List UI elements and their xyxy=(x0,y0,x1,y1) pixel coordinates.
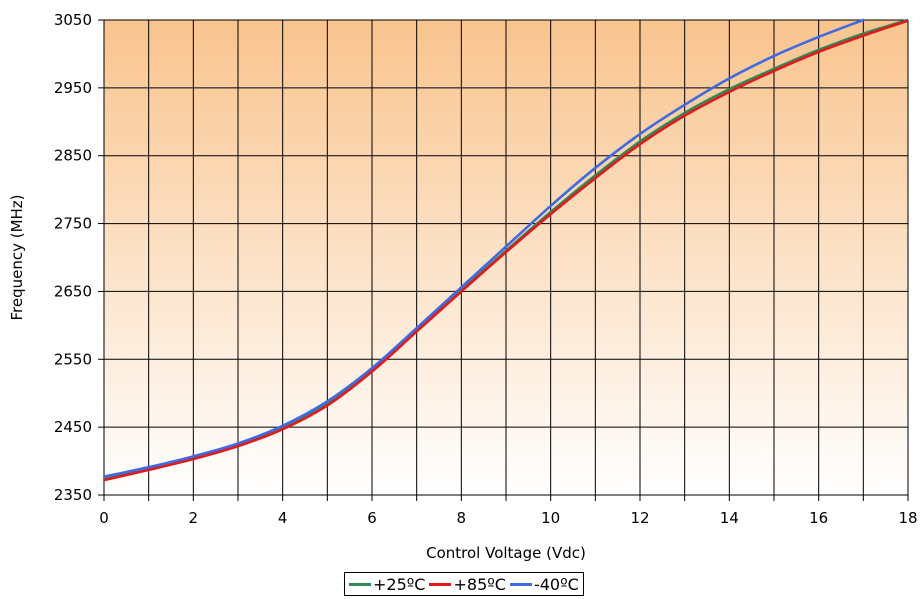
legend-swatch-25c xyxy=(349,582,371,586)
y-axis-title: Frequency (MHz) xyxy=(8,194,26,320)
tick-labels: 0 2 4 6 8 10 12 14 16 18 2350 2450 2550 2650 2750 2850 2… xyxy=(54,11,918,527)
y-tick-label: 2350 xyxy=(54,486,92,504)
y-tick-label: 2550 xyxy=(54,350,92,368)
legend-label-85c: +85ºC xyxy=(453,574,506,594)
y-tick-label: 2450 xyxy=(54,418,92,436)
x-tick-label: 2 xyxy=(189,509,199,527)
x-tick-label: 12 xyxy=(630,509,649,527)
legend-item-25c: +25ºC xyxy=(349,575,425,594)
series-lines xyxy=(104,18,908,482)
x-tick-label: 8 xyxy=(457,509,467,527)
y-tick-label: 3050 xyxy=(54,11,92,29)
x-tick-label: 10 xyxy=(541,509,560,527)
legend-item-minus40c: -40ºC xyxy=(509,574,579,594)
x-tick-label: 18 xyxy=(898,509,917,527)
grid-lines xyxy=(98,19,909,501)
y-tick-label: 2650 xyxy=(54,282,92,300)
x-tick-label: 4 xyxy=(278,509,288,527)
x-tick-label: 0 xyxy=(99,509,109,527)
x-tick-label: 6 xyxy=(367,509,377,527)
series-line-85c xyxy=(104,19,908,482)
x-tick-label: 16 xyxy=(809,509,828,527)
y-tick-label: 2850 xyxy=(54,147,92,165)
y-tick-label: 2950 xyxy=(54,79,92,97)
x-tick-label: 14 xyxy=(720,509,739,527)
y-tick-label: 2750 xyxy=(54,215,92,233)
series-line-minus40c xyxy=(104,18,865,478)
legend-swatch-minus40c xyxy=(509,582,532,586)
legend-label-25c: +25ºC xyxy=(373,574,426,594)
x-axis-title: Control Voltage (Vdc) xyxy=(426,544,586,562)
legend-item-85c: +85ºC xyxy=(429,574,506,594)
legend: +25ºC +85ºC -40ºC xyxy=(344,572,584,596)
legend-label-minus40c: -40ºC xyxy=(533,574,579,594)
legend-swatch-85c xyxy=(429,582,452,586)
